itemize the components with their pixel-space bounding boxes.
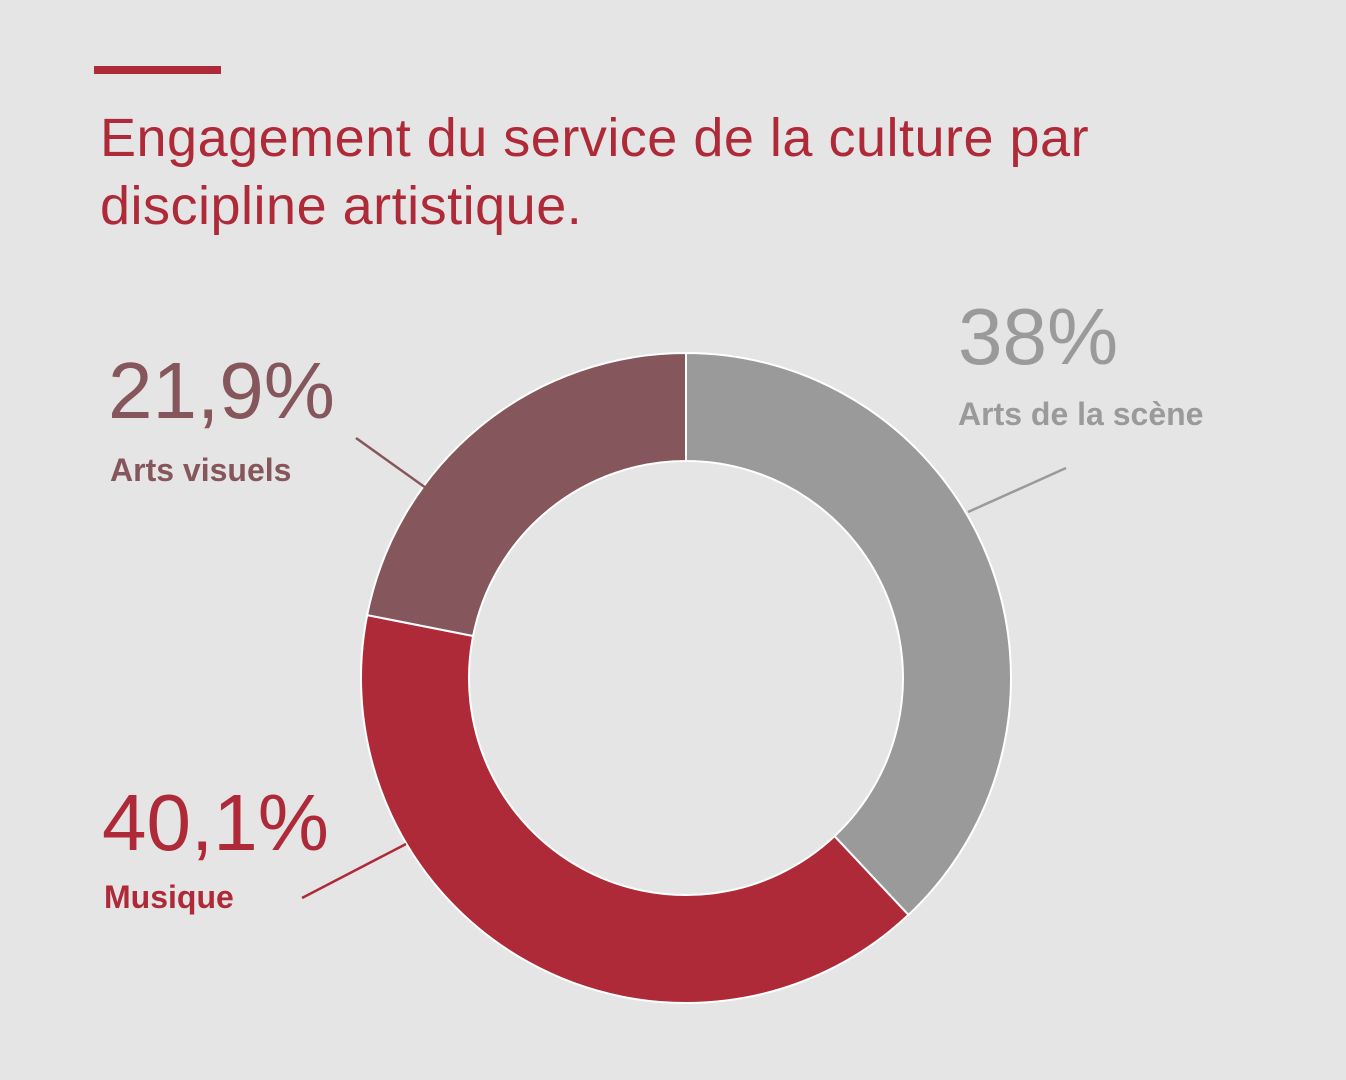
slice-value-arts-visuels: 21,9% bbox=[108, 346, 335, 435]
donut-slice-arts-de-la-scene bbox=[685, 351, 1012, 917]
slice-value-arts-de-la-scene: 38% bbox=[958, 292, 1118, 381]
leader-line-musique bbox=[301, 842, 407, 900]
slice-label-arts-visuels: Arts visuels bbox=[110, 452, 291, 488]
slice-label-musique: Musique bbox=[104, 879, 234, 915]
slice-label-arts-de-la-scene: Arts de la scène bbox=[958, 396, 1203, 432]
leader-line-arts-de-la-scene bbox=[967, 466, 1067, 514]
chart-title: Engagement du service de la culture par … bbox=[100, 108, 1090, 236]
title-accent-bar bbox=[94, 66, 221, 74]
leader-line-arts-visuels bbox=[355, 436, 427, 490]
slice-value-musique: 40,1% bbox=[102, 778, 329, 867]
donut-slice-musique bbox=[360, 613, 910, 1004]
donut-slice-arts-visuels bbox=[365, 351, 687, 638]
donut-slices bbox=[360, 351, 1012, 1004]
